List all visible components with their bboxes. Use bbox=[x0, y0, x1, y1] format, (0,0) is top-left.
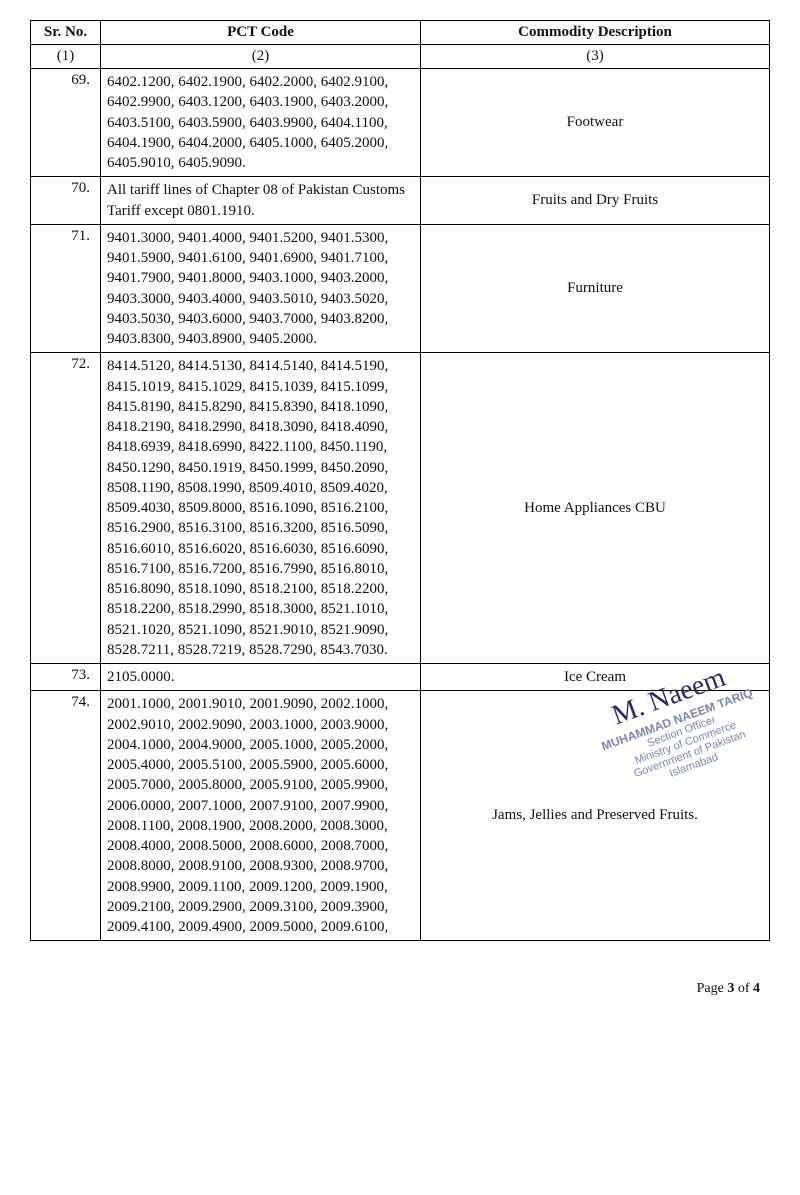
cell-pct: 2001.1000, 2001.9010, 2001.9090, 2002.10… bbox=[101, 691, 421, 941]
table-row: 74. 2001.1000, 2001.9010, 2001.9090, 200… bbox=[31, 691, 770, 941]
cell-desc: Home Appliances CBU bbox=[421, 353, 770, 664]
header-desc: Commodity Description bbox=[421, 21, 770, 45]
cell-sr: 71. bbox=[31, 224, 101, 353]
cell-sr: 74. bbox=[31, 691, 101, 941]
table-row: 73. 2105.0000. Ice Cream bbox=[31, 664, 770, 691]
table-row: 71. 9401.3000, 9401.4000, 9401.5200, 940… bbox=[31, 224, 770, 353]
table-row: 70. All tariff lines of Chapter 08 of Pa… bbox=[31, 177, 770, 225]
footer-total: 4 bbox=[753, 981, 760, 996]
cell-sr: 70. bbox=[31, 177, 101, 225]
cell-pct: 8414.5120, 8414.5130, 8414.5140, 8414.51… bbox=[101, 353, 421, 664]
page-footer: Page 3 of 4 bbox=[30, 981, 770, 997]
header-sr: Sr. No. bbox=[31, 21, 101, 45]
subheader-sr: (1) bbox=[31, 45, 101, 69]
subheader-desc: (3) bbox=[421, 45, 770, 69]
cell-desc: Ice Cream bbox=[421, 664, 770, 691]
cell-desc: Footwear bbox=[421, 69, 770, 177]
cell-desc: Furniture bbox=[421, 224, 770, 353]
cell-sr: 72. bbox=[31, 353, 101, 664]
table-subheader-row: (1) (2) (3) bbox=[31, 45, 770, 69]
footer-mid: of bbox=[734, 981, 753, 996]
cell-sr: 69. bbox=[31, 69, 101, 177]
subheader-pct: (2) bbox=[101, 45, 421, 69]
cell-pct: 2105.0000. bbox=[101, 664, 421, 691]
tariff-table: Sr. No. PCT Code Commodity Description (… bbox=[30, 20, 770, 941]
cell-desc: Jams, Jellies and Preserved Fruits. bbox=[421, 691, 770, 941]
table-header-row: Sr. No. PCT Code Commodity Description bbox=[31, 21, 770, 45]
cell-sr: 73. bbox=[31, 664, 101, 691]
table-row: 69. 6402.1200, 6402.1900, 6402.2000, 640… bbox=[31, 69, 770, 177]
cell-pct: All tariff lines of Chapter 08 of Pakist… bbox=[101, 177, 421, 225]
table-row: 72. 8414.5120, 8414.5130, 8414.5140, 841… bbox=[31, 353, 770, 664]
footer-prefix: Page bbox=[697, 981, 728, 996]
header-pct: PCT Code bbox=[101, 21, 421, 45]
cell-pct: 6402.1200, 6402.1900, 6402.2000, 6402.91… bbox=[101, 69, 421, 177]
cell-desc: Fruits and Dry Fruits bbox=[421, 177, 770, 225]
cell-pct: 9401.3000, 9401.4000, 9401.5200, 9401.53… bbox=[101, 224, 421, 353]
